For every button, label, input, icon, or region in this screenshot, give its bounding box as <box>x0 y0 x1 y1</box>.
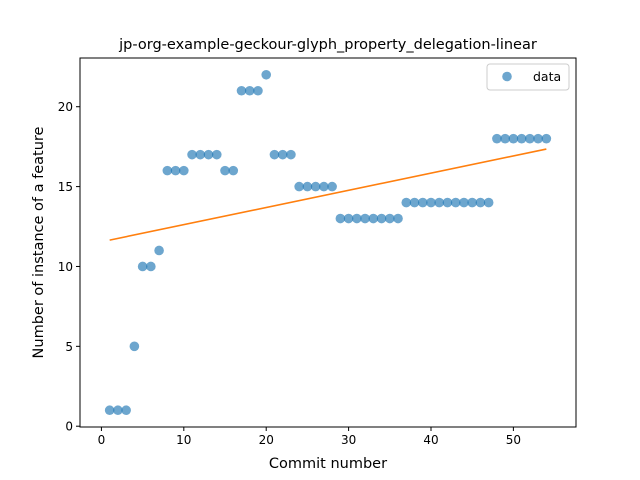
data-point <box>253 85 263 96</box>
data-point <box>244 85 255 96</box>
data-point <box>434 197 445 208</box>
data-point <box>310 181 321 192</box>
data-point <box>294 181 304 192</box>
data-point <box>286 149 296 160</box>
data-point <box>417 197 428 208</box>
data-point <box>393 213 403 224</box>
data-point <box>516 133 527 144</box>
data-point <box>467 197 477 208</box>
x-tick-label: 30 <box>341 433 356 447</box>
data-point <box>179 165 189 176</box>
data-point <box>352 213 362 224</box>
data-point <box>442 197 453 208</box>
y-tick-label: 0 <box>65 420 73 434</box>
chart-title: jp-org-example-geckour-glyph_property_de… <box>118 37 537 53</box>
data-point <box>146 261 156 272</box>
legend-box <box>486 63 570 91</box>
trend-line <box>109 148 547 241</box>
data-point <box>162 165 173 176</box>
data-point <box>376 213 387 224</box>
y-axis-label: Number of instance of a feature <box>31 126 47 358</box>
plot-frame <box>79 57 577 428</box>
data-point <box>508 133 519 144</box>
data-points <box>104 69 552 416</box>
data-point <box>211 149 222 160</box>
data-point <box>459 197 469 208</box>
data-point <box>335 213 346 224</box>
data-point <box>203 149 214 160</box>
data-point <box>533 133 543 144</box>
data-point <box>319 181 329 192</box>
data-point <box>187 149 197 160</box>
y-tick-label: 5 <box>65 340 73 354</box>
data-point <box>170 165 181 176</box>
data-point <box>409 197 420 208</box>
data-point <box>220 165 230 176</box>
data-point <box>302 181 313 192</box>
data-point <box>483 197 494 208</box>
data-point <box>384 213 395 224</box>
data-point <box>104 405 115 416</box>
data-point <box>228 165 239 176</box>
data-point <box>426 197 436 208</box>
x-axis-ticks: 0 10 20 30 40 50 <box>98 427 521 447</box>
x-tick-label: 50 <box>506 433 521 447</box>
legend-marker <box>502 71 512 82</box>
data-point <box>500 133 510 144</box>
data-point <box>113 405 123 416</box>
data-point <box>277 149 288 160</box>
data-point <box>129 341 140 352</box>
data-point <box>475 197 486 208</box>
data-point <box>368 213 379 224</box>
x-tick-label: 20 <box>259 433 274 447</box>
data-point <box>195 149 206 160</box>
data-point <box>137 261 148 272</box>
data-point <box>525 133 535 144</box>
x-tick-label: 10 <box>176 433 191 447</box>
data-point <box>541 133 552 144</box>
data-point <box>121 405 131 416</box>
x-axis-label: Commit number <box>269 456 387 472</box>
data-point <box>236 85 247 96</box>
data-point <box>261 69 272 80</box>
x-tick-label: 40 <box>423 433 438 447</box>
data-point <box>492 133 502 144</box>
y-axis-ticks: 0 5 10 15 20 <box>58 100 80 434</box>
data-point <box>269 149 280 160</box>
data-point <box>360 213 370 224</box>
data-point <box>154 245 164 256</box>
data-point <box>401 197 412 208</box>
data-point <box>450 197 461 208</box>
y-tick-label: 15 <box>58 180 73 194</box>
legend-label: data <box>533 69 561 84</box>
x-tick-label: 0 <box>98 433 106 447</box>
y-tick-label: 20 <box>58 100 73 114</box>
y-tick-label: 10 <box>58 260 73 274</box>
plot-area <box>80 58 576 427</box>
data-point <box>343 213 354 224</box>
data-point <box>327 181 337 192</box>
trend-layer <box>109 148 547 241</box>
legend: data <box>486 63 570 91</box>
